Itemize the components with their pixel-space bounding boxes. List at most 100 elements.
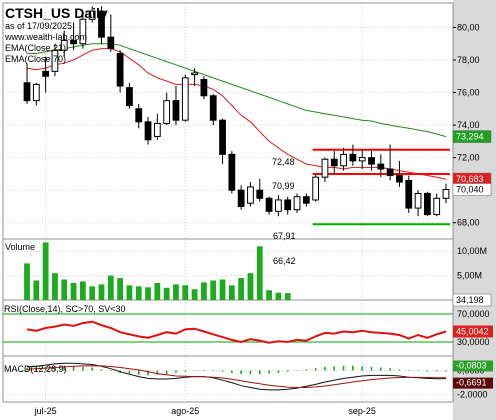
macd-histogram-bar bbox=[212, 370, 215, 372]
volume-bar bbox=[145, 287, 151, 300]
chart-marks bbox=[3, 6, 453, 391]
volume-bar bbox=[163, 287, 170, 300]
rsi-pane-label: RSI(Close,14), SC>70, SV<30 bbox=[4, 304, 126, 314]
macd-histogram-bar bbox=[296, 370, 298, 372]
candle-up-body bbox=[321, 158, 329, 178]
candle-down-body bbox=[107, 36, 115, 50]
macd-histogram-bar bbox=[417, 370, 419, 372]
vol-pane-frame bbox=[2, 238, 454, 301]
candle-down-body bbox=[330, 158, 338, 167]
macd-histogram-bar bbox=[370, 366, 373, 371]
as-of-date: as of 17/09/2025 bbox=[5, 21, 72, 31]
candle bbox=[302, 193, 310, 207]
macd-histogram-bar bbox=[147, 370, 149, 376]
candle-down-body bbox=[256, 189, 264, 199]
candle-up-body bbox=[79, 18, 87, 45]
candle-up-body bbox=[312, 176, 320, 201]
macd-histogram-bar bbox=[184, 370, 187, 372]
candle-down-body bbox=[42, 70, 50, 77]
candle bbox=[200, 76, 208, 100]
macd-histogram-bar bbox=[203, 369, 205, 371]
candle bbox=[237, 185, 245, 210]
volume-bar bbox=[135, 286, 142, 300]
candle bbox=[442, 183, 450, 204]
volume-bar bbox=[284, 293, 291, 300]
macd-histogram-bar bbox=[333, 366, 336, 371]
candle bbox=[247, 182, 254, 207]
price-tick-label: 74,00 bbox=[457, 120, 480, 130]
candle bbox=[60, 30, 68, 57]
volume-bar bbox=[191, 289, 198, 300]
ema70-line bbox=[27, 43, 447, 138]
volume-bar bbox=[219, 279, 226, 300]
volume-bar bbox=[173, 284, 179, 300]
macd-hist-badge bbox=[453, 360, 493, 372]
candle bbox=[386, 144, 394, 181]
macd-histogram-bar bbox=[398, 369, 401, 371]
rsi-line bbox=[26, 320, 447, 344]
price-tick-label: 78,00 bbox=[457, 55, 480, 65]
macd-histogram-bar bbox=[165, 370, 168, 375]
price-badge bbox=[452, 130, 492, 143]
volume-bar bbox=[79, 281, 86, 300]
price-badge bbox=[452, 183, 492, 196]
macd-histogram-bar bbox=[445, 370, 447, 372]
candle-up-body bbox=[358, 157, 366, 162]
macd-histogram-bar bbox=[435, 370, 438, 372]
macd-histogram-bar bbox=[91, 367, 93, 371]
macd-histogram-bar bbox=[314, 368, 317, 371]
volume-bar bbox=[61, 279, 68, 300]
volume-bar bbox=[70, 282, 77, 300]
candle bbox=[144, 116, 152, 145]
volume-badge bbox=[452, 293, 492, 307]
candle-up-body bbox=[247, 186, 254, 204]
candle bbox=[116, 50, 124, 93]
candle bbox=[284, 196, 292, 215]
candle bbox=[321, 157, 329, 183]
volume-bar bbox=[107, 275, 114, 300]
macd-histogram-bar bbox=[352, 365, 354, 371]
macd-histogram-bar bbox=[156, 370, 159, 375]
macd-histogram-bar bbox=[305, 369, 308, 371]
macd-signal-line bbox=[26, 365, 446, 388]
candle-down-body bbox=[144, 121, 152, 141]
candle bbox=[265, 196, 273, 215]
macd-pane-label: MACD(12,26,9) bbox=[4, 364, 67, 374]
macd-histogram-bar bbox=[63, 366, 66, 371]
candle bbox=[433, 193, 441, 217]
candle-down-body bbox=[135, 108, 143, 123]
level-label-66-42: 66,42 bbox=[273, 256, 296, 266]
candle-up-body bbox=[32, 83, 40, 102]
ema21-legend: EMA(Close,21) bbox=[5, 43, 66, 53]
macd-histogram-bar bbox=[110, 370, 112, 372]
candle bbox=[70, 22, 77, 51]
macd-histogram-bar bbox=[342, 365, 345, 371]
macd-histogram-bar bbox=[380, 367, 382, 371]
volume-bar bbox=[98, 284, 105, 300]
candle bbox=[88, 6, 96, 23]
candle-down-body bbox=[70, 39, 77, 45]
candle-down-body bbox=[349, 153, 357, 162]
candle bbox=[228, 151, 236, 194]
price-tick-label: 68,00 bbox=[457, 218, 480, 228]
volume-bar bbox=[126, 285, 133, 300]
right-axis-background bbox=[453, 0, 496, 420]
level-label-70-99: 70,99 bbox=[272, 181, 295, 191]
candle bbox=[32, 82, 40, 106]
macd-histogram-bar bbox=[54, 366, 56, 371]
candle bbox=[172, 86, 180, 126]
candle-down-body bbox=[172, 100, 180, 121]
price-badge-label: 70,040 bbox=[456, 185, 484, 195]
candle bbox=[358, 149, 366, 170]
volume-bar bbox=[266, 290, 272, 300]
volume-pane-label: Volume bbox=[5, 242, 35, 252]
volume-bar bbox=[228, 285, 235, 300]
macd-histogram-bar bbox=[324, 366, 326, 371]
x-tick-label: sep-25 bbox=[348, 406, 376, 416]
candle bbox=[275, 195, 282, 217]
rsi-tick-label: 30,0000 bbox=[457, 337, 490, 347]
macd-histogram-bar bbox=[407, 370, 410, 372]
volume-tick-label: 10,00M bbox=[457, 246, 487, 256]
candle-down-body bbox=[423, 192, 431, 216]
volume-tick-label: 5,00M bbox=[457, 271, 482, 281]
